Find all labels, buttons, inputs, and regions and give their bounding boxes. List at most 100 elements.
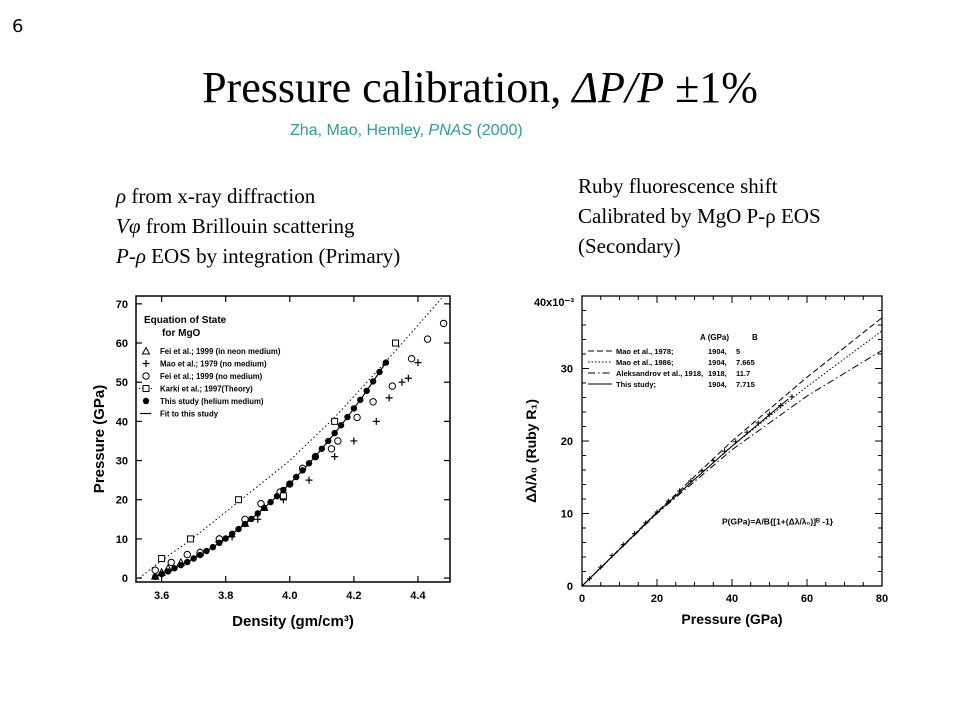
y-tick-label: 60 — [116, 338, 128, 350]
data-point-filled-circle — [190, 555, 197, 562]
data-point — [677, 488, 682, 494]
note-line: Calibrated by MgO P-ρ EOS — [578, 204, 821, 228]
data-point — [665, 498, 671, 504]
legend-header: A (GPa) — [700, 333, 729, 342]
y-tick-label: 30 — [116, 456, 128, 468]
x-tick-label: 3.6 — [154, 590, 169, 602]
legend-a-value: 1904, — [708, 347, 727, 356]
legend-label: Fit to this study — [160, 410, 219, 419]
series-line — [581, 349, 883, 587]
legend-label: Mao et al.; 1979 (no medium) — [160, 360, 267, 369]
data-point-filled-circle — [350, 405, 358, 412]
data-point-open-circle — [151, 566, 159, 574]
data-point-filled-circle — [158, 570, 165, 578]
legend-a-value: 1904, — [708, 358, 727, 367]
data-point-open-circle — [167, 558, 175, 567]
data-point-plus — [385, 394, 393, 402]
data-point-plus — [372, 417, 380, 425]
citation-journal: PNAS — [428, 122, 472, 139]
fit-curve — [154, 362, 387, 578]
data-point — [688, 478, 694, 484]
data-point-filled-circle — [171, 565, 178, 572]
data-point-open-circle — [327, 445, 336, 453]
x-tick-label: 4.0 — [282, 590, 297, 602]
series-line — [581, 317, 883, 587]
data-point-filled-circle — [369, 378, 377, 385]
data-point-square — [158, 554, 166, 562]
data-point-plus — [331, 453, 339, 461]
data-point-filled-circle — [376, 368, 383, 376]
y-tick-label: 30 — [561, 364, 573, 376]
data-point-open-circle — [353, 413, 361, 422]
title-symbol: ΔP/P — [572, 63, 665, 112]
data-point-filled-circle — [228, 530, 236, 538]
formula: P(GPa)=A/B{[1+(Δλ/λ₀)]ᴮ -1} — [722, 516, 834, 526]
data-point-square — [331, 417, 339, 425]
data-point-filled-circle — [337, 422, 345, 429]
data-point-open-circle — [407, 354, 416, 363]
x-tick-label: 60 — [801, 593, 813, 605]
data-point-filled-circle — [382, 359, 390, 366]
note-text: from Brillouin scattering — [140, 214, 355, 238]
note-line: (Secondary) — [578, 234, 681, 258]
data-point — [609, 553, 615, 559]
legend-marker — [142, 372, 150, 380]
data-point-filled-circle — [177, 561, 185, 569]
primary-method-notes: ρ from x-ray diffraction Vφ from Brillou… — [116, 181, 400, 271]
legend-label: Mao et al., 1986; — [616, 358, 674, 367]
data-point-filled-circle — [248, 515, 255, 523]
y-tick-label: 10 — [561, 509, 573, 521]
slide-number: 6 — [12, 16, 24, 37]
legend-label: Karki et al.; 1997(Theory) — [160, 385, 253, 394]
x-tick-label: 4.2 — [346, 590, 361, 602]
x-tick-label: 3.8 — [218, 590, 233, 602]
data-point-filled-circle — [267, 498, 274, 506]
data-point — [620, 542, 626, 548]
legend-label: Mao et al., 1978; — [616, 347, 674, 356]
data-point-filled-circle — [235, 525, 242, 533]
data-point — [699, 468, 705, 474]
note-text: EOS by integration (Primary) — [145, 244, 401, 268]
data-point — [733, 439, 739, 445]
y-tick-label: 0 — [122, 573, 128, 585]
data-point-open-circle — [439, 319, 448, 328]
citation: Zha, Mao, Hemley, PNAS (2000) — [290, 122, 523, 140]
data-point-filled-circle — [196, 551, 204, 559]
data-point-square — [279, 492, 287, 500]
legend-a-value: 1918, — [708, 369, 727, 378]
chart-title: for MgO — [162, 328, 201, 339]
data-point-plus — [254, 515, 262, 523]
citation-authors: Zha, Mao, Hemley, — [290, 122, 429, 139]
secondary-method-notes: Ruby fluorescence shift Calibrated by Mg… — [578, 171, 821, 261]
data-point — [632, 531, 637, 537]
title-suffix: ±1% — [664, 63, 758, 112]
data-point-filled-circle — [241, 520, 249, 528]
note-text: from x-ray diffraction — [126, 184, 316, 208]
citation-year: (2000) — [472, 122, 523, 139]
data-point-open-circle — [369, 398, 377, 406]
data-point-open-circle — [388, 382, 397, 390]
data-point-filled-circle — [357, 396, 364, 404]
y-tick-label: 40 — [116, 416, 128, 428]
data-point-square — [186, 535, 194, 543]
x-tick-label: 80 — [876, 593, 888, 605]
legend-a-value: 1904, — [708, 380, 727, 389]
data-point-filled-circle — [273, 493, 281, 500]
x-tick-label: 40 — [726, 593, 738, 605]
data-point-filled-circle — [254, 510, 261, 517]
data-point-filled-circle — [260, 504, 268, 512]
data-point-filled-circle — [164, 568, 172, 575]
note-symbol: P-ρ — [116, 244, 146, 268]
data-point — [755, 420, 761, 426]
legend-b-value: 5 — [736, 347, 740, 356]
data-point-square — [235, 496, 243, 504]
data-point-plus — [404, 374, 412, 382]
data-point-filled-circle — [325, 437, 332, 445]
note-symbol: Vφ — [116, 214, 141, 238]
data-point-open-circle — [183, 550, 191, 559]
data-point — [598, 564, 604, 570]
data-point-filled-circle — [209, 543, 217, 551]
legend-label: This study (helium medium) — [160, 397, 264, 406]
y-tick-label: 10 — [116, 534, 128, 546]
x-axis-label: Pressure (GPa) — [681, 611, 782, 627]
